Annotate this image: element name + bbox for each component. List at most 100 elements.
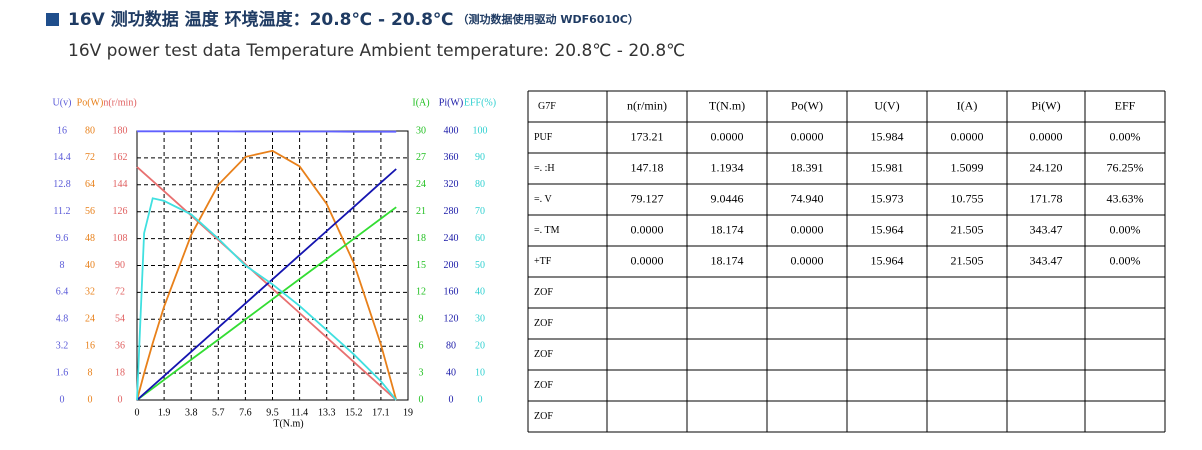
y-tick-label: 12 [416,287,426,298]
y-tick-label: 30 [416,125,426,136]
table-header-cell: U(V) [874,98,899,112]
table-cell: 10.755 [951,191,984,205]
y-tick-label: 240 [444,233,459,244]
y-tick-label: 126 [113,206,128,217]
table-row-label: ZOF [534,349,553,360]
x-tick-label: 1.9 [158,407,171,418]
y-tick-label: 50 [475,260,485,271]
y-tick-label: 280 [444,206,459,217]
y-tick-label: 24 [85,314,95,325]
axis-title: EFF(%) [464,97,496,108]
x-tick-label: 13.3 [318,407,336,418]
table-row-label: =. TM [534,225,560,236]
table-cell: 15.984 [871,129,904,143]
y-tick-label: 400 [444,125,459,136]
y-tick-label: 360 [444,152,459,163]
table-cell: 343.47 [1030,222,1063,236]
y-tick-label: 18 [115,367,125,378]
table-cell: 0.0000 [791,222,824,236]
y-tick-label: 60 [475,233,485,244]
y-tick-label: 48 [85,233,95,244]
y-tick-label: 10 [475,367,485,378]
series-line [136,206,397,401]
x-tick-label: 7.6 [239,407,252,418]
title-note: （测功数据使用驱动 WDF6010C） [458,12,639,26]
x-tick-label: 19 [403,407,413,418]
title-marker [46,13,59,26]
axis-title: Po(W) [77,97,104,108]
y-tick-label: 18 [416,233,426,244]
y-tick-label: 0 [60,394,65,405]
table-cell: 43.63% [1107,191,1144,205]
y-tick-label: 64 [85,179,95,190]
table-cell: 21.505 [951,222,984,236]
y-tick-label: 1.6 [56,367,69,378]
y-tick-label: 3 [419,367,424,378]
table-row-label: =. :H [534,163,555,174]
y-tick-label: 90 [475,152,485,163]
axis-title: U(v) [53,97,72,108]
table-header-cell: Po(W) [791,98,823,112]
table-row-label: ZOF [534,318,553,329]
table-cell: 171.78 [1030,191,1063,205]
table-cell: 76.25% [1107,160,1144,174]
series-line [136,168,397,401]
y-tick-label: 72 [85,152,95,163]
y-tick-label: 0 [88,394,93,405]
y-tick-label: 320 [444,179,459,190]
y-tick-label: 16 [57,125,67,136]
y-tick-label: 40 [475,287,485,298]
table-cell: 18.174 [711,222,744,236]
y-tick-label: 36 [115,340,125,351]
y-tick-label: 4.8 [56,314,69,325]
table-cell: 0.00% [1110,253,1141,267]
x-tick-label: 5.7 [212,407,225,418]
table-cell: 74.940 [791,191,824,205]
table-cell: 0.00% [1110,129,1141,143]
table-cell: 15.973 [871,191,904,205]
axis-title: I(A) [412,97,429,108]
y-tick-label: 180 [113,125,128,136]
table-header-cell: I(A) [957,98,978,112]
table-row-label: ZOF [534,380,553,391]
y-tick-label: 12.8 [53,179,71,190]
x-tick-label: 3.8 [185,407,198,418]
y-tick-label: 80 [475,179,485,190]
y-tick-label: 32 [85,287,95,298]
axis-title: Pi(W) [439,97,463,108]
table-cell: 343.47 [1030,253,1063,267]
x-tick-label: 17.1 [372,407,390,418]
table-cell: 0.0000 [631,222,664,236]
series-line [136,197,397,401]
table-row-label: ZOF [534,287,553,298]
y-tick-label: 120 [444,314,459,325]
y-tick-label: 8 [88,367,93,378]
table-cell: 1.1934 [711,160,744,174]
table-cell: 15.964 [871,253,904,267]
y-tick-label: 200 [444,260,459,271]
table-cell: 79.127 [631,191,664,205]
y-tick-label: 100 [473,125,488,136]
y-tick-label: 80 [85,125,95,136]
table-row-label: =. V [534,194,552,205]
table-cell: 0.0000 [791,253,824,267]
y-tick-label: 162 [113,152,128,163]
table-cell: 18.174 [711,253,744,267]
y-tick-label: 108 [113,233,128,244]
y-tick-label: 21 [416,206,426,217]
x-axis-title: T(N.m) [273,418,303,429]
y-tick-label: 0 [118,394,123,405]
y-tick-label: 11.2 [53,206,70,217]
table-cell: 0.0000 [951,129,984,143]
table-header-cell: Pi(W) [1031,98,1060,112]
y-tick-label: 80 [446,340,456,351]
y-tick-label: 56 [85,206,95,217]
y-tick-label: 0 [419,394,424,405]
y-tick-label: 15 [416,260,426,271]
y-tick-label: 40 [446,367,456,378]
y-tick-label: 6 [419,340,424,351]
table-cell: 9.0446 [711,191,744,205]
title-text: 16V 测功数据 温度 环境温度：20.8℃ - 20.8℃ [68,9,454,30]
